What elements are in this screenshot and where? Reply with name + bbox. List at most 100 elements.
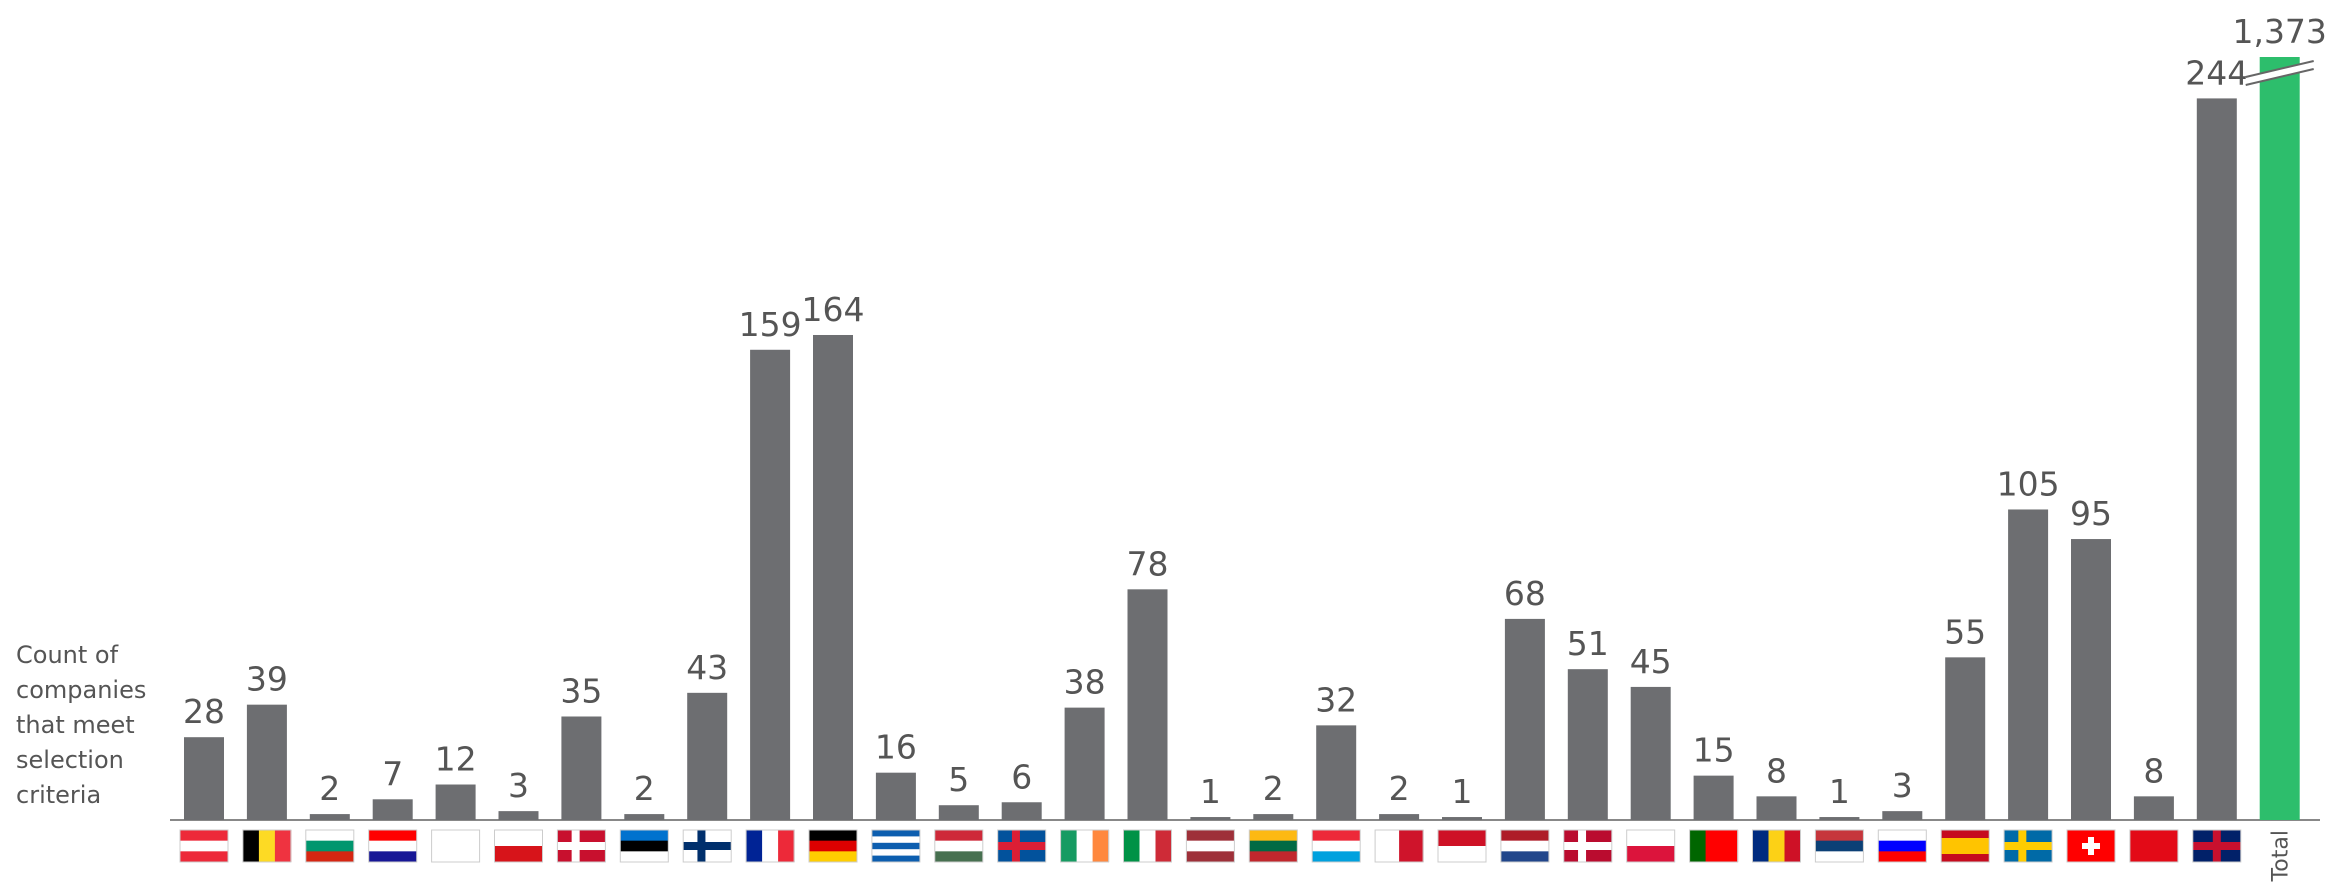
value-label: 8 — [1766, 751, 1787, 790]
flag-part — [368, 830, 417, 842]
flag — [2066, 829, 2116, 863]
bar — [1693, 775, 1734, 820]
value-label: 2 — [1389, 769, 1410, 808]
value-label: 164 — [802, 290, 865, 329]
flag-part — [305, 840, 354, 852]
flag-border — [368, 829, 418, 863]
flag-border — [556, 829, 606, 863]
flag — [2129, 829, 2179, 863]
flag — [1626, 829, 1676, 863]
value-label: 2 — [634, 769, 655, 808]
bar — [246, 704, 287, 820]
value-label: 78 — [1127, 544, 1169, 583]
flag-part — [871, 855, 920, 863]
flag — [1185, 829, 1235, 863]
flag — [682, 829, 732, 863]
value-label: 16 — [875, 728, 917, 767]
flag-border — [242, 829, 292, 863]
flag — [934, 829, 984, 863]
flag-part — [1186, 840, 1235, 852]
bar — [2071, 539, 2111, 820]
flag-border — [934, 829, 984, 863]
flag-part — [368, 851, 417, 863]
flag — [1060, 829, 1110, 863]
flag-part — [1768, 830, 1785, 862]
flag-border — [1626, 829, 1676, 863]
flag-part — [1312, 851, 1361, 863]
bar — [435, 784, 476, 820]
flag-part — [242, 830, 260, 862]
flag-part — [1186, 851, 1235, 863]
flag-part — [620, 830, 669, 842]
flag — [1940, 829, 1990, 863]
bar — [1001, 802, 1042, 820]
flag — [1374, 829, 1424, 863]
flag-part — [809, 851, 857, 863]
flag-border — [2066, 829, 2116, 863]
bar — [561, 716, 602, 820]
value-label: 1 — [1452, 772, 1473, 811]
value-label: 5 — [948, 760, 969, 799]
axis-break-line — [2245, 68, 2314, 86]
flag-border — [1563, 829, 1613, 863]
bar — [1882, 811, 1923, 820]
value-label: 32 — [1315, 680, 1357, 719]
bar — [1567, 669, 1608, 820]
value-label: 43 — [686, 648, 728, 687]
flag — [2003, 829, 2053, 863]
bar — [624, 814, 665, 820]
flag-part — [258, 830, 276, 862]
bar — [309, 814, 350, 820]
flag-part — [1941, 830, 1990, 839]
flag-border — [305, 829, 355, 863]
bar — [938, 805, 979, 820]
flag-part — [1705, 830, 1723, 862]
flag-part — [1941, 854, 1990, 863]
flag-part — [1155, 830, 1172, 862]
flag — [1563, 829, 1613, 863]
flag-border — [1060, 829, 1110, 863]
flag-part — [1249, 851, 1298, 863]
flag-part — [1563, 842, 1612, 850]
value-label: 28 — [183, 692, 225, 731]
flag-part — [1123, 830, 1140, 862]
value-label: 2 — [1263, 769, 1284, 808]
flag — [179, 829, 229, 863]
flag-border — [745, 829, 795, 863]
flag — [997, 829, 1047, 863]
flag-part — [934, 840, 983, 852]
flag-part — [1500, 840, 1549, 852]
bar — [1190, 817, 1231, 820]
flag-part — [494, 830, 543, 847]
flag-part — [368, 840, 417, 852]
flag-part — [746, 830, 763, 862]
flag-border — [997, 829, 1047, 863]
value-label: 95 — [2070, 494, 2112, 533]
flag-border — [1185, 829, 1235, 863]
bar — [875, 772, 916, 820]
flag-border — [431, 829, 481, 863]
flag-border — [1248, 829, 1298, 863]
bar — [1756, 796, 1797, 820]
flag-part — [1689, 830, 1707, 862]
flag-part — [778, 830, 795, 862]
flag-part — [871, 849, 920, 857]
flag-part — [2129, 830, 2178, 863]
value-label: 244 — [2185, 53, 2248, 92]
bar — [1253, 814, 1294, 820]
bar — [2259, 57, 2300, 820]
flag-part — [1815, 851, 1864, 863]
flag-part — [557, 842, 606, 850]
flag-border — [2003, 829, 2053, 863]
bar — [184, 737, 224, 820]
x-tick-label: Total — [2269, 830, 2294, 882]
flag — [871, 829, 921, 863]
flag-part — [762, 830, 779, 862]
flag-part — [1312, 830, 1361, 842]
bar — [687, 692, 728, 820]
flag-part — [305, 851, 354, 863]
flag — [1689, 829, 1739, 863]
flag — [431, 829, 481, 863]
value-label: 8 — [2143, 751, 2164, 790]
